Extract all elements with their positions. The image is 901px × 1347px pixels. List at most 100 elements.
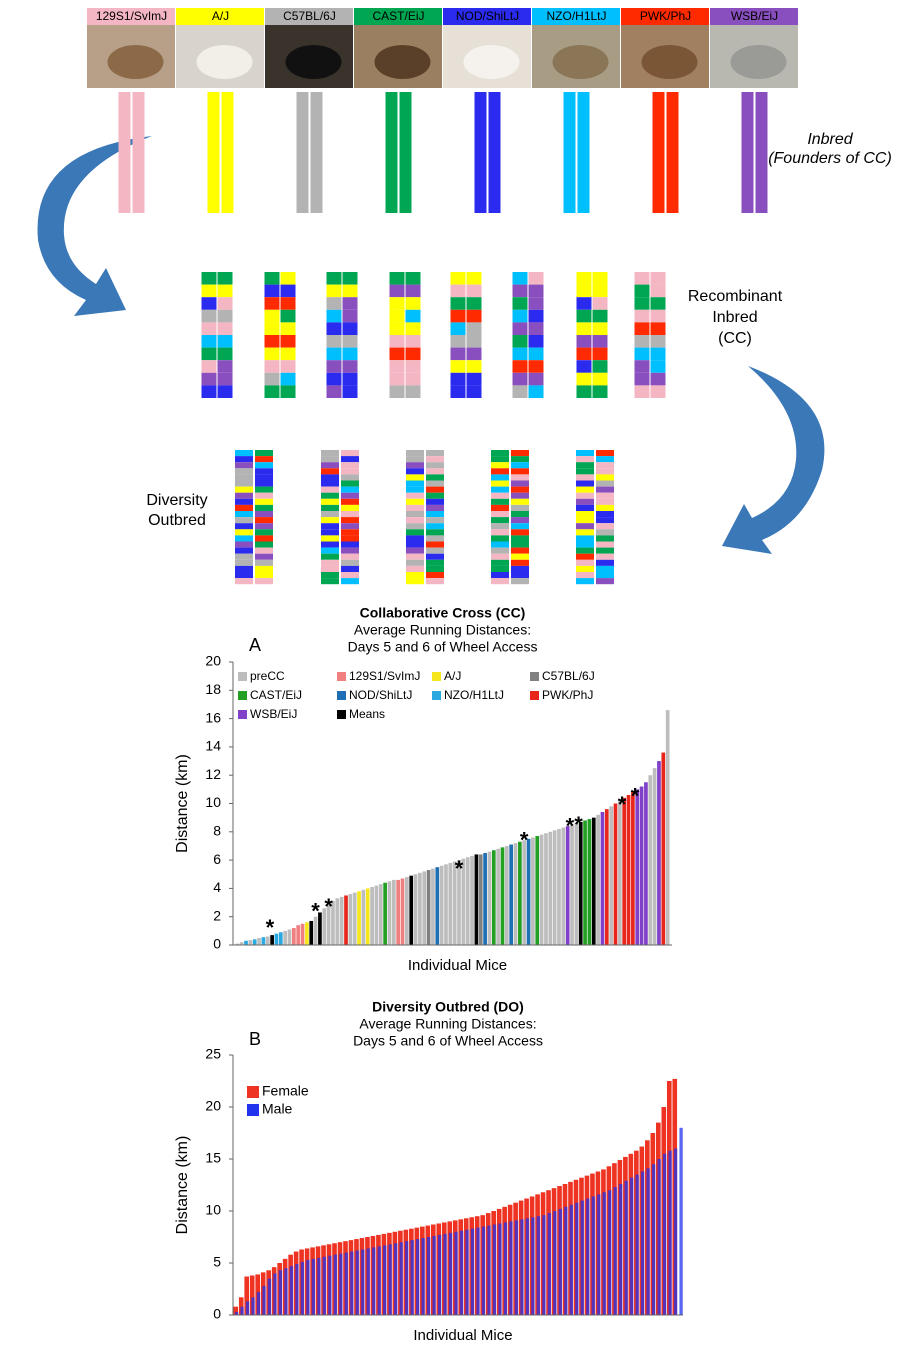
bar xyxy=(257,938,261,945)
chromosome xyxy=(756,92,768,213)
y-tick-label: 10 xyxy=(205,794,221,810)
mouse-body xyxy=(108,45,164,79)
do-segment xyxy=(426,529,444,535)
do-segment xyxy=(321,542,339,548)
bar xyxy=(666,710,670,945)
legend-swatch xyxy=(238,710,247,719)
do-segment xyxy=(321,499,339,505)
cc-segment xyxy=(343,285,358,298)
do-segment xyxy=(426,474,444,480)
do-segment xyxy=(426,499,444,505)
cc-segment xyxy=(635,272,650,285)
do-segment xyxy=(321,548,339,554)
do-segment xyxy=(341,450,359,456)
bar xyxy=(652,1164,655,1315)
do-segment xyxy=(341,505,359,511)
bar xyxy=(531,837,535,945)
cc-segment xyxy=(265,322,280,335)
do-segment xyxy=(511,493,529,499)
legend-label: Male xyxy=(262,1101,293,1117)
legend-label: NZO/H1LtJ xyxy=(444,688,504,702)
cc-segment xyxy=(327,310,342,323)
cc-segment xyxy=(529,385,544,398)
do-segment xyxy=(341,542,359,548)
bar xyxy=(317,1258,320,1315)
do-segment xyxy=(596,523,614,529)
do-segment xyxy=(596,462,614,468)
do-segment xyxy=(255,468,273,474)
cc-segment xyxy=(343,335,358,348)
do-segment xyxy=(406,499,424,505)
bar xyxy=(559,1209,562,1315)
do-segment xyxy=(511,572,529,578)
cc-segment xyxy=(265,373,280,386)
y-tick-label: 10 xyxy=(205,1202,221,1218)
cc-segment xyxy=(281,335,296,348)
do-segment xyxy=(255,511,273,517)
cc-segment xyxy=(343,322,358,335)
do-segment xyxy=(596,566,614,572)
bar xyxy=(537,1216,540,1315)
chromosome xyxy=(578,92,590,213)
cc-segment xyxy=(651,297,666,310)
cc-segment xyxy=(218,285,233,298)
cc-segment xyxy=(513,285,528,298)
do-segment xyxy=(596,487,614,493)
bar xyxy=(440,866,444,945)
cc-segment xyxy=(202,335,217,348)
bar xyxy=(268,1279,271,1315)
chromosome xyxy=(119,92,131,213)
chromosome xyxy=(222,92,234,213)
do-segment xyxy=(341,554,359,560)
cc-segment xyxy=(577,335,592,348)
do-segment xyxy=(491,456,509,462)
bar xyxy=(527,839,531,945)
cc-segment xyxy=(327,297,342,310)
cc-segment xyxy=(467,297,482,310)
chromosome xyxy=(475,92,487,213)
cc-segment xyxy=(265,335,280,348)
do-segment xyxy=(235,493,253,499)
cc-segment xyxy=(593,297,608,310)
legend-label: C57BL/6J xyxy=(542,669,595,683)
chromosome xyxy=(489,92,501,213)
do-segment xyxy=(426,572,444,578)
do-segment xyxy=(321,493,339,499)
do-segment xyxy=(511,468,529,474)
bar xyxy=(564,1207,567,1315)
bar xyxy=(586,1199,589,1315)
chart-title: Diversity Outbred (DO) xyxy=(372,999,524,1015)
figure: 129S1/SvImJA/JC57BL/6JCAST/EiJNOD/ShiLtJ… xyxy=(0,0,901,1347)
cc-segment xyxy=(281,373,296,386)
inbred-label: Inbred xyxy=(807,131,853,148)
cc-segment xyxy=(327,285,342,298)
do-segment xyxy=(511,560,529,566)
bar xyxy=(466,857,470,945)
strain-name: WSB/EiJ xyxy=(731,9,778,23)
bar xyxy=(636,1175,639,1315)
legend-label: Means xyxy=(349,707,385,721)
cc-segment xyxy=(202,310,217,323)
cc-segment xyxy=(406,360,421,373)
annotation: * xyxy=(324,894,333,919)
cc-segment xyxy=(218,297,233,310)
cc-segment xyxy=(577,322,592,335)
cc-segment xyxy=(635,360,650,373)
do-segment xyxy=(511,450,529,456)
bar xyxy=(526,1218,529,1315)
do-segment xyxy=(341,566,359,572)
do-segment xyxy=(406,481,424,487)
cc-segment xyxy=(513,310,528,323)
do-segment xyxy=(511,474,529,480)
cc-segment xyxy=(218,385,233,398)
legend-swatch xyxy=(530,672,539,681)
cc-segment xyxy=(577,385,592,398)
bar xyxy=(548,832,552,945)
do-segment xyxy=(596,505,614,511)
cc-segment xyxy=(406,335,421,348)
bar xyxy=(493,1225,496,1315)
strain-name: A/J xyxy=(212,9,229,23)
bar xyxy=(515,1220,518,1315)
do-segment xyxy=(426,535,444,541)
cc-segment xyxy=(390,360,405,373)
